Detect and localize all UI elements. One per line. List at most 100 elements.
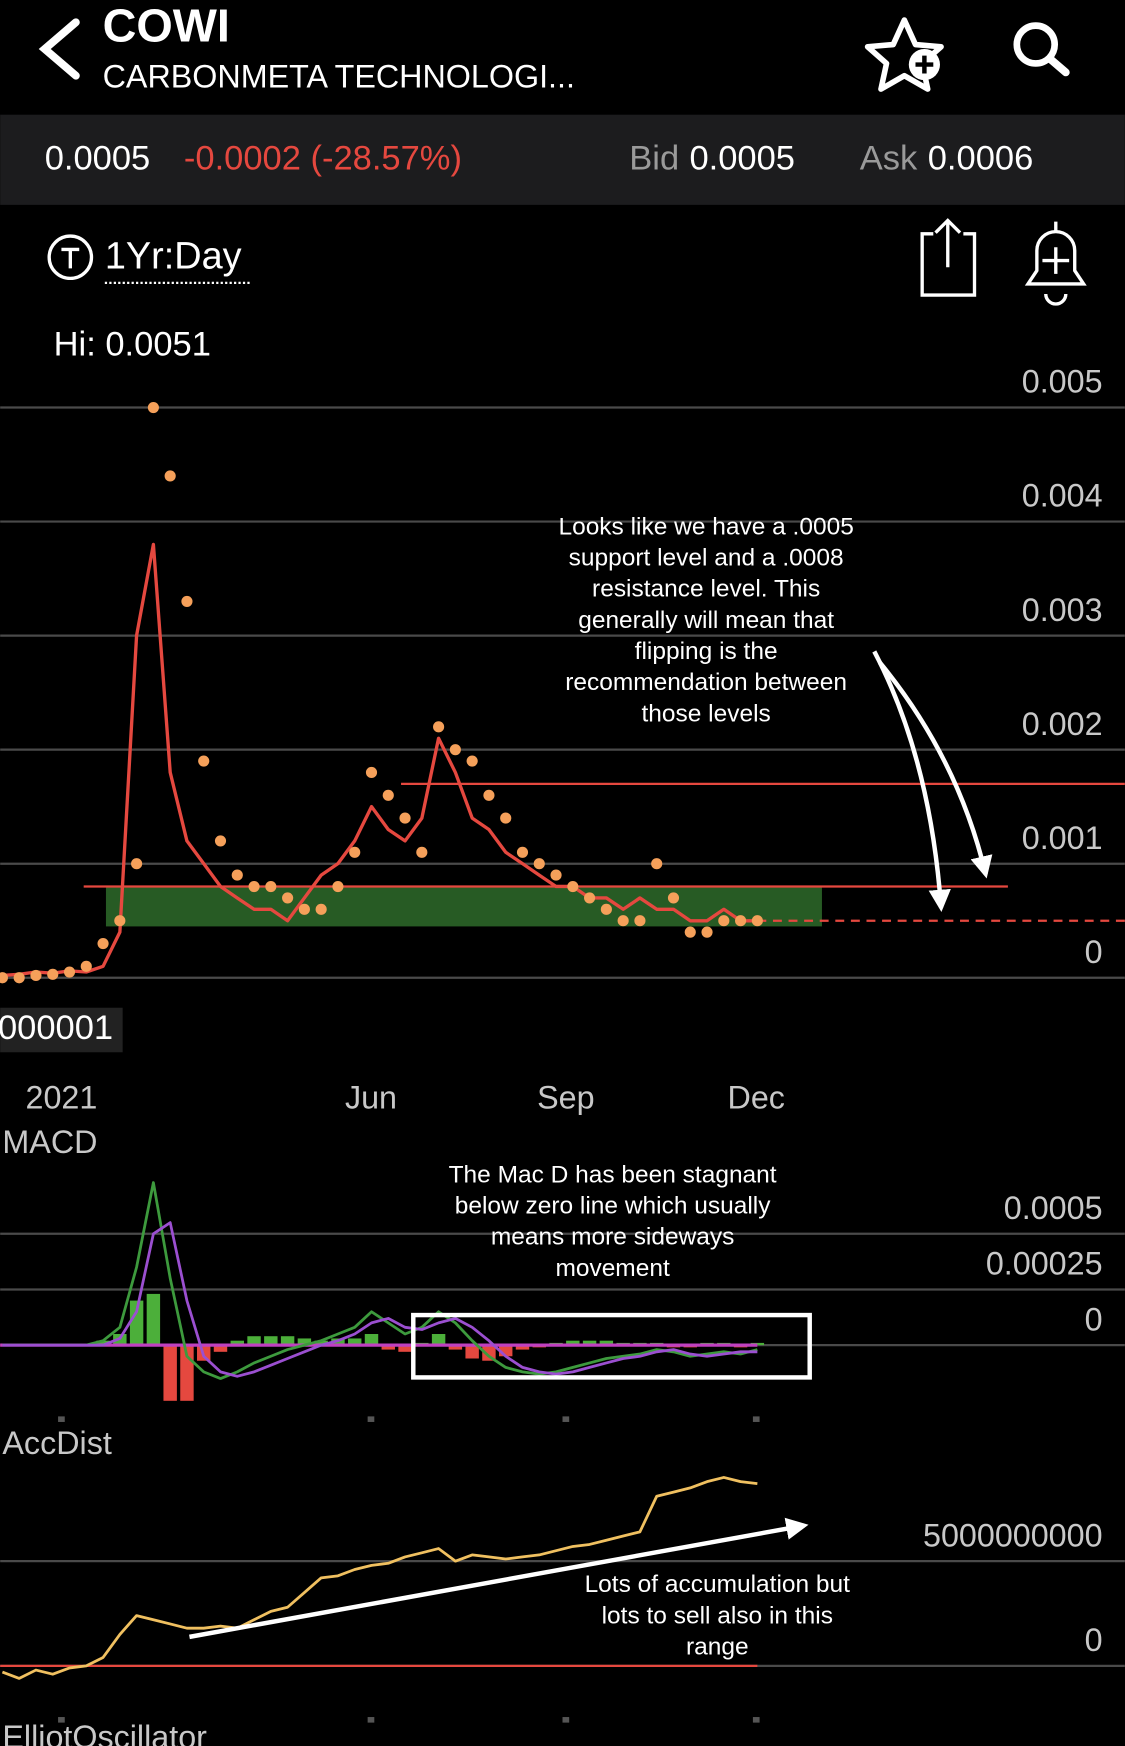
sar-dot [533,858,545,870]
macd-histogram-bar [146,1293,161,1346]
sar-dot [416,846,428,858]
alert-button[interactable] [1024,221,1087,306]
x-tick-label: Sep [537,1080,594,1116]
annotation-arrow [189,1517,809,1640]
share-box [920,232,977,297]
macd-histogram-bar [482,1345,496,1361]
sar-dot [449,744,461,756]
sar-dot [248,880,260,893]
bid-price: 0.0005 [689,139,795,177]
watchlist-button[interactable] [864,17,944,92]
sar-dot [684,926,696,938]
macd-histogram-bar [582,1340,597,1346]
macd-histogram-bar [398,1345,412,1352]
annotation-text: below zero line which usually [455,1193,771,1220]
company-name: CARBONMETA TECHNOLOGI... [103,59,575,95]
accdist-title: AccDist [2,1425,111,1461]
sar-dot [500,812,512,824]
back-button[interactable] [38,18,80,80]
annotation-text: flipping is the [635,638,778,665]
annotation-box [411,1312,812,1380]
price-change: -0.0002 (-28.57%) [184,139,462,177]
x-tick-label: 2021 [26,1080,98,1116]
macd-histogram-bar [515,1345,530,1350]
sar-dot [231,869,243,881]
x-tick-mark [367,1717,375,1723]
annotation-arrow [872,650,951,912]
range-selector[interactable]: 1Yr:Day [47,234,251,284]
sar-dot [164,470,176,482]
plus-icon [915,55,934,74]
macd-histogram-bar [448,1345,463,1350]
sar-dot [483,789,495,801]
macd-histogram-bar [264,1336,278,1346]
next-panel-title: ElliotOscillator [2,1719,207,1746]
sar-dot [282,892,294,904]
y-tick-label: 0 [1085,934,1103,970]
x-tick-label: Dec [728,1080,785,1116]
macd-histogram-bar [230,1340,244,1346]
macd-histogram-bar [213,1345,228,1352]
range-label: 1Yr:Day [105,235,242,277]
sar-dot [315,903,327,915]
macd-histogram-bar [566,1340,580,1346]
signal-line [2,1221,758,1378]
sar-dot [466,755,478,767]
sar-dot [516,846,529,858]
sar-dot [265,880,277,893]
ask-price: 0.0006 [928,139,1034,177]
x-tick-mark [58,1416,65,1422]
sar-dot [349,846,361,858]
annotation-text: generally will mean that [578,607,834,634]
macd-histogram-bar [498,1345,513,1357]
sar-dot [97,937,109,950]
price-line [2,542,758,978]
bid-label: Bid [629,139,679,177]
high-label: Hi: 0.0051 [54,325,211,363]
annotation-text: range [686,1633,749,1660]
range-icon [47,234,94,281]
sar-dot [634,915,646,927]
sar-dot [751,915,763,927]
macd-title: MACD [2,1124,97,1160]
annotation-text: movement [555,1255,670,1282]
macd-histogram-bar [163,1345,177,1401]
macd-histogram-bar [129,1300,144,1346]
sar-dot [30,969,42,982]
y-tick-label: 0.002 [1022,706,1103,742]
last-price: 0.0005 [45,139,151,177]
sar-dot [332,880,344,893]
x-tick-mark [58,1717,65,1723]
sar-dot [80,960,92,972]
sar-dot [198,755,210,767]
annotation-text: those levels [641,700,770,727]
sar-dot [131,858,143,870]
annotation-text: Lots of accumulation but [585,1571,851,1598]
sar-dot [701,926,713,938]
sar-dot [667,892,680,904]
annotation-text: lots to sell also in this [602,1602,833,1629]
share-button[interactable] [920,218,977,297]
search-icon [1013,22,1059,67]
macd-histogram-bar [297,1338,312,1346]
macd-histogram-bar [381,1345,395,1350]
macd-histogram-bar [247,1336,261,1346]
macd-line [2,1181,758,1380]
sar-dot [214,835,227,847]
y-tick-label: 0.005 [1022,364,1103,400]
sar-dot [63,966,76,978]
sar-dot [399,812,411,824]
x-tick-mark [562,1717,570,1723]
symbol: COWI [103,0,230,51]
bell-details [1042,221,1070,306]
macd-histogram-bar [348,1338,362,1346]
macd-histogram-bar [599,1340,614,1346]
search-button[interactable] [1013,22,1070,77]
x-tick-mark [752,1717,760,1723]
support-zone [105,886,822,927]
annotation-text: means more sideways [491,1224,735,1251]
x-tick-mark [367,1416,375,1422]
sar-dot [735,915,747,927]
star-icon [864,17,944,92]
